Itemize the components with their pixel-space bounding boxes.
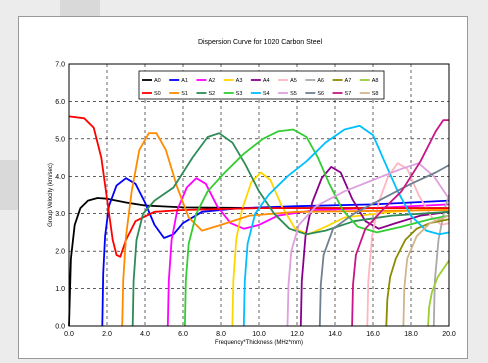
legend-label-a5: A5 — [290, 78, 297, 84]
legend-label-s3: S3 — [236, 91, 243, 97]
plot-area-border — [68, 63, 450, 327]
legend-box — [138, 70, 385, 100]
series-line-a6 — [432, 194, 450, 327]
series-line-s0 — [68, 115, 449, 258]
legend-label-s8: S8 — [372, 91, 379, 97]
x-tick-label: 10.0 — [252, 331, 266, 338]
series-line-s6 — [318, 164, 450, 327]
series-line-s7 — [351, 119, 449, 327]
y-tick-label: 7.0 — [55, 62, 65, 69]
legend-label-s6: S6 — [317, 91, 324, 97]
tick-labels: 0.0 2.0 4.0 6.0 8.0 10.0 12.0 14.0 16.0 18.0 20.0 0… — [55, 62, 456, 339]
y-tick-label: 3.0 — [55, 211, 65, 218]
legend-label-s2: S2 — [208, 91, 215, 97]
chart-frame: 0.0 2.0 4.0 6.0 8.0 10.0 12.0 14.0 16.0 18.0 20.0 0… — [18, 16, 468, 359]
legend-label-s4: S4 — [263, 91, 270, 97]
background-left-strip — [0, 160, 20, 210]
legend-label-a3: A3 — [236, 78, 243, 84]
chart-title: Dispersion Curve for 1020 Carbon Steel — [198, 39, 323, 46]
legend-label-a8: A8 — [372, 78, 379, 84]
series-line-a4 — [299, 166, 450, 327]
y-tick-label: 4.0 — [55, 174, 65, 181]
x-tick-label: 20.0 — [442, 331, 456, 338]
chart-svg: 0.0 2.0 4.0 6.0 8.0 10.0 12.0 14.0 16.0 18.0 20.0 0… — [48, 39, 456, 346]
x-tick-label: 18.0 — [404, 331, 418, 338]
series-line-s5 — [286, 162, 450, 327]
x-axis-label: Frequency*Thickness (MHz*mm) — [215, 340, 303, 346]
x-tick-label: 6.0 — [178, 331, 188, 338]
y-tick-label: 2.0 — [55, 249, 65, 256]
legend-label-s5: S5 — [290, 91, 297, 97]
legend-label-s0: S0 — [154, 91, 161, 97]
legend-label-a0: A0 — [154, 78, 161, 84]
grid — [69, 64, 449, 326]
series-line-s2 — [131, 132, 450, 327]
legend: A0 A1 A2 A3 A4 A5 A6 A7 A8 S0 S1 S2 S3 S4 S5 S6 S7 S8 — [138, 70, 385, 100]
series-line-s3 — [184, 128, 450, 327]
series-layer — [68, 115, 450, 327]
x-tick-label: 4.0 — [140, 331, 150, 338]
legend-label-s1: S1 — [181, 91, 188, 97]
series-line-a3 — [231, 171, 450, 327]
y-tick-label: 5.0 — [55, 136, 65, 143]
legend-label-a4: A4 — [263, 78, 270, 84]
legend-label-a6: A6 — [317, 78, 324, 84]
x-tick-label: 2.0 — [102, 331, 112, 338]
series-line-s4 — [242, 124, 450, 327]
series-line-s8 — [402, 214, 450, 327]
x-tick-label: 14.0 — [328, 331, 342, 338]
x-tick-label: 0.0 — [64, 331, 74, 338]
series-line-a5 — [366, 162, 450, 327]
y-tick-label: 0.0 — [55, 324, 65, 331]
series-line-s1 — [121, 132, 450, 327]
y-tick-label: 1.0 — [55, 286, 65, 293]
legend-label-a2: A2 — [208, 78, 215, 84]
x-tick-label: 8.0 — [216, 331, 226, 338]
legend-label-s7: S7 — [345, 91, 352, 97]
legend-label-a7: A7 — [345, 78, 352, 84]
y-tick-label: 6.0 — [55, 99, 65, 106]
x-tick-label: 12.0 — [290, 331, 304, 338]
series-line-a8 — [427, 259, 450, 327]
y-axis-label: Group Velocity (km/sec) — [48, 163, 54, 227]
x-tick-label: 16.0 — [366, 331, 380, 338]
series-line-a0 — [68, 197, 449, 327]
legend-label-a1: A1 — [181, 78, 188, 84]
background-top-strip — [60, 0, 100, 16]
